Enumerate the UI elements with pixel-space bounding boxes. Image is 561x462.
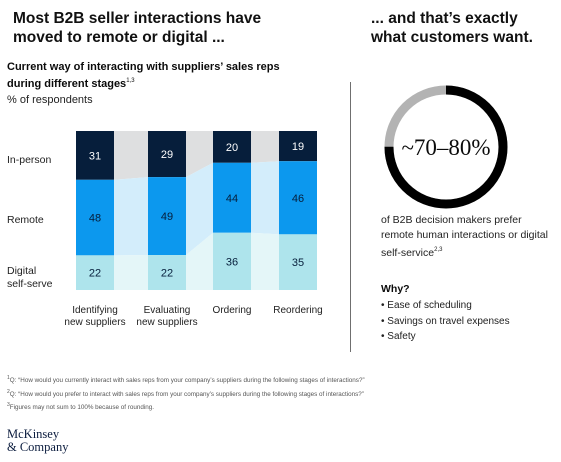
footnote: 3Figures may not sum to 100% because of … bbox=[7, 400, 557, 414]
flow-band-remote bbox=[251, 161, 279, 235]
chart-subtitle-text: Current way of interacting with supplier… bbox=[7, 61, 280, 90]
chart-subtitle: Current way of interacting with supplier… bbox=[7, 60, 307, 91]
why-item: Safety bbox=[381, 329, 510, 345]
flow-band-digital-self-serve bbox=[251, 232, 279, 290]
flow-band-digital-self-serve bbox=[114, 255, 148, 290]
x-tick-label-line: Evaluating bbox=[143, 305, 191, 316]
flow-band-in-person bbox=[186, 131, 213, 178]
bar-segment-in-person bbox=[148, 131, 186, 178]
footnote-text: Figures may not sum to 100% because of r… bbox=[9, 404, 154, 411]
x-tick-label-line: new suppliers bbox=[136, 317, 198, 328]
legend-label-digital-line1: Digital bbox=[7, 265, 37, 277]
data-label-in-person: 20 bbox=[226, 142, 238, 154]
logo-line2: & Company bbox=[7, 439, 69, 454]
data-label-digital-self-serve: 36 bbox=[226, 256, 238, 268]
flow-band-in-person bbox=[114, 131, 148, 180]
flow-band-digital-self-serve bbox=[186, 232, 213, 290]
x-tick-label-line: Ordering bbox=[212, 305, 252, 316]
flow-band-remote bbox=[114, 177, 148, 256]
footnote-text: Q: “How would you currently interact wit… bbox=[9, 377, 365, 384]
footnotes: 1Q: “How would you currently interact wi… bbox=[7, 373, 557, 414]
x-tick-label: Ordering bbox=[187, 305, 277, 317]
bar-segment-digital-self-serve bbox=[148, 255, 186, 290]
footnote: 1Q: “How would you currently interact wi… bbox=[7, 373, 557, 387]
data-label-in-person: 19 bbox=[292, 141, 304, 153]
section-divider bbox=[350, 82, 351, 352]
callout-ring: ~70–80% bbox=[384, 85, 508, 209]
bar-segment-in-person bbox=[213, 131, 251, 163]
x-tick-label-line: new suppliers bbox=[64, 317, 126, 328]
x-tick-label-line: Reordering bbox=[273, 305, 323, 316]
legend-label-digital-line2: self-serve bbox=[7, 278, 53, 290]
bar-segment-remote bbox=[213, 162, 251, 233]
data-label-digital-self-serve: 22 bbox=[161, 268, 173, 280]
why-list: Ease of scheduling Savings on travel exp… bbox=[381, 298, 510, 345]
x-tick-label: Evaluating new suppliers bbox=[122, 305, 212, 329]
flow-band-in-person bbox=[251, 131, 279, 163]
footnote-mark: 1 bbox=[7, 375, 10, 381]
legend-label-in-person: In-person bbox=[7, 154, 52, 166]
why-item: Savings on travel expenses bbox=[381, 314, 509, 330]
callout-footnote-ref: 2,3 bbox=[434, 247, 443, 253]
bar-segment-digital-self-serve bbox=[213, 232, 251, 290]
data-label-in-person: 29 bbox=[161, 149, 173, 161]
ring-arc bbox=[384, 85, 508, 209]
why-item: Ease of scheduling bbox=[381, 298, 510, 314]
bar-segment-digital-self-serve bbox=[76, 255, 114, 290]
legend-label-digital-self-serve: Digital self-serve bbox=[7, 265, 53, 291]
data-label-remote: 49 bbox=[161, 211, 173, 223]
bar-segment-in-person bbox=[76, 131, 114, 180]
data-label-in-person: 31 bbox=[89, 150, 101, 162]
callout-description: of B2B decision makers prefer remote hum… bbox=[381, 213, 556, 261]
chart-subtitle-footnote-ref: 1,3 bbox=[126, 78, 135, 84]
footnote-mark: 2 bbox=[7, 388, 10, 395]
bar-segment-remote bbox=[279, 161, 317, 235]
unit-label: % of respondents bbox=[7, 94, 93, 106]
headline-right: ... and that’s exactly what customers wa… bbox=[371, 10, 533, 46]
x-tick-label: Identifying new suppliers bbox=[50, 305, 140, 329]
x-tick-label: Reordering bbox=[253, 305, 343, 317]
footnote: 2Q: “How would you prefer to interact wi… bbox=[7, 387, 557, 401]
footnote-text: Q: “How would you prefer to interact wit… bbox=[9, 390, 364, 398]
legend-label-remote: Remote bbox=[7, 214, 44, 226]
data-label-remote: 48 bbox=[89, 213, 101, 225]
headline-left: Most B2B seller interactions have moved … bbox=[13, 10, 262, 46]
x-tick-label-line: Identifying bbox=[72, 305, 118, 316]
data-label-digital-self-serve: 22 bbox=[89, 268, 101, 280]
why-title: Why? bbox=[381, 283, 410, 295]
bar-segment-remote bbox=[76, 179, 114, 256]
data-label-remote: 46 bbox=[292, 193, 304, 205]
logo-line1: McKinsey bbox=[7, 427, 60, 441]
bar-segment-in-person bbox=[279, 131, 317, 162]
flow-band-remote bbox=[186, 162, 213, 256]
bar-segment-remote bbox=[148, 177, 186, 256]
callout-description-text: of B2B decision makers prefer remote hum… bbox=[381, 214, 548, 259]
bar-segment-digital-self-serve bbox=[279, 234, 317, 290]
footnote-mark: 3 bbox=[7, 402, 10, 408]
mckinsey-logo: McKinsey & Company bbox=[7, 428, 68, 453]
data-label-digital-self-serve: 35 bbox=[292, 257, 304, 269]
callout-value: ~70–80% bbox=[401, 135, 490, 160]
data-label-remote: 44 bbox=[226, 193, 238, 205]
